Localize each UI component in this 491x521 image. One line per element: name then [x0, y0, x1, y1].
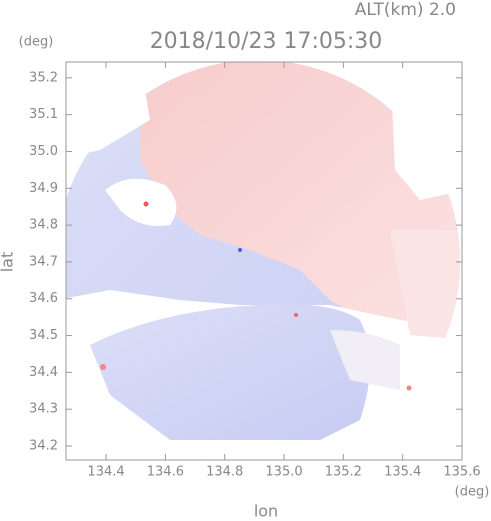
y-tick-label: 34.6: [29, 291, 58, 306]
y-tick-label: 34.7: [29, 254, 58, 269]
approaching-area: [90, 304, 370, 440]
radar-field: [66, 62, 460, 460]
chart-title: 2018/10/23 17:05:30: [150, 29, 383, 54]
y-tick-label: 34.4: [29, 365, 58, 380]
x-tick-label: 135.6: [443, 465, 480, 480]
y-unit: (deg): [19, 35, 54, 50]
y-tick-label: 34.9: [29, 181, 58, 196]
y-tick-label: 34.3: [29, 402, 58, 417]
y-tick-label: 35.0: [29, 144, 58, 159]
near-zero-area: [330, 330, 400, 390]
x-tick-label: 135.2: [325, 465, 362, 480]
y-tick-label: 34.2: [29, 439, 58, 454]
altitude: ALT(km) 2.0: [355, 0, 456, 20]
no-echo: [105, 178, 177, 226]
x-tick-label: 134.4: [87, 465, 124, 480]
receding-area: [390, 230, 460, 340]
x-unit: (deg): [455, 485, 490, 500]
y-tick-label: 34.5: [29, 328, 58, 343]
x-tick-label: 134.8: [206, 465, 243, 480]
x-axis-label: lon: [254, 502, 278, 521]
plot-frame: [65, 61, 463, 461]
y-tick-label: 35.2: [29, 70, 58, 85]
echo-spot: [406, 385, 412, 391]
echo-spot: [100, 364, 106, 370]
x-tick-label: 135.4: [384, 465, 421, 480]
echo-spot: [143, 201, 149, 207]
x-tick-label: 135.0: [265, 465, 302, 480]
echo-spot: [238, 248, 242, 252]
y-tick-label: 34.8: [29, 218, 58, 233]
x-tick-label: 134.6: [147, 465, 184, 480]
receding-area: [140, 62, 460, 340]
y-tick-label: 35.1: [29, 107, 58, 122]
y-axis-label: lat: [0, 252, 17, 273]
echo-spot: [294, 313, 298, 317]
